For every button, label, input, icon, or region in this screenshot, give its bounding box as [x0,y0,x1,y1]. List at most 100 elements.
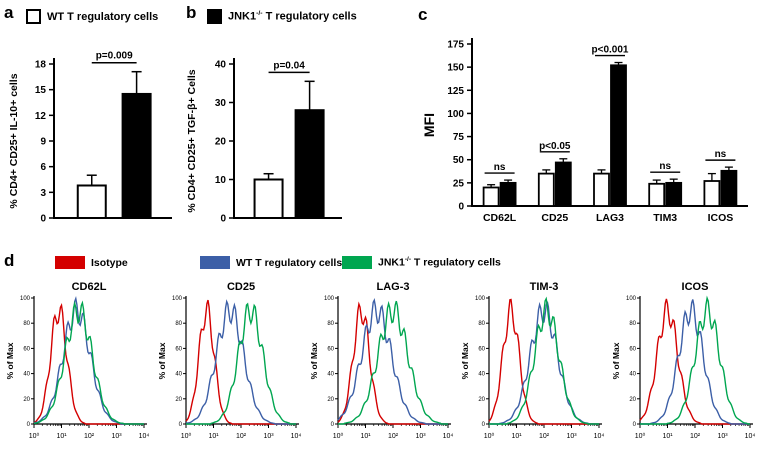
y-tick-label: 0 [27,422,31,428]
legend-jnk: JNK1-/- T regulatory cells [207,9,357,24]
y-axis-label: MFI [421,113,437,137]
y-tick-label: 80 [327,321,334,327]
y-tick-label: 15 [35,85,47,96]
y-tick-label: 20 [215,137,227,148]
isotype-label: Isotype [91,256,128,269]
y-tick-label: 0 [633,422,637,428]
panel-label-d: d [4,251,15,270]
y-tick-label: 80 [629,321,636,327]
y-tick-label: 100 [475,296,486,302]
legend-isotype: Isotype [55,256,128,269]
y-tick-label: 25 [453,178,465,189]
jnk-legend-swatch [207,9,222,24]
y-tick-label: 40 [629,372,636,378]
red-curve [488,298,599,425]
y-axis-label: % of Max [309,342,319,379]
x-tick-label: 10⁴ [443,433,454,440]
blue-curve [640,299,750,425]
wt-flow-label: WT T regulatory cells [236,256,343,269]
y-tick-label: 0 [220,214,226,225]
y-tick-label: 80 [478,321,485,327]
y-tick-label: 60 [23,346,30,352]
y-axis-label: % of Max [460,342,470,379]
y-tick-label: 40 [23,372,30,378]
green-curve [186,302,296,425]
annotation-label: p<0.05 [539,141,571,152]
legend-wt-flow: WT T regulatory cells [200,256,342,269]
legend-jnk-flow: JNK1-/- T regulatory cells [342,256,501,269]
bar [648,182,666,207]
y-tick-label: 40 [175,372,182,378]
blue-curve [185,299,296,425]
y-tick-label: 60 [478,346,485,352]
y-tick-label: 20 [478,397,485,403]
y-axis-label: % of Max [5,342,15,379]
y-tick-label: 9 [40,137,46,148]
histogram-title: ICOS [682,281,709,293]
annotation-label: ns [715,149,727,160]
x-tick-label: 10² [236,433,247,440]
y-tick-label: 60 [629,346,636,352]
y-tick-label: 50 [453,155,465,166]
y-tick-label: 100 [172,296,183,302]
y-tick-label: 0 [458,202,464,213]
x-tick-label: 10³ [415,433,426,440]
y-tick-label: 6 [40,162,46,173]
red-curve [185,299,296,425]
x-tick-label: 10⁴ [291,433,302,440]
x-tick-label: 10⁰ [181,432,192,440]
histogram-title: LAG-3 [377,281,410,293]
annotation-label: p<0.001 [592,45,629,56]
y-tick-label: 100 [447,109,464,120]
blue-curve [489,301,599,425]
y-axis-label: % of Max [157,342,167,379]
wt-legend-label: WT T regulatory cells [47,10,159,23]
x-tick-label: 10⁰ [635,432,646,440]
x-tick-label: 10² [539,433,550,440]
y-tick-label: 100 [20,296,31,302]
green-curve [640,295,750,425]
x-tick-label: 10³ [566,433,577,440]
p-value-label: p=0.009 [96,51,133,62]
y-axis-label: % CD4+ CD25+ TGF-β+ Cells [186,69,198,212]
x-tick-label: 10² [388,433,399,440]
y-tick-label: 12 [35,111,47,122]
bar [665,181,683,207]
x-tick-label: 10⁴ [594,433,605,440]
y-tick-label: 20 [327,397,334,403]
y-tick-label: 3 [40,188,46,199]
red-curve [33,303,144,425]
histogram-cd25: CD25 0 20 40 60 80 100 % of Max 10⁰ 10¹ 10² 10³ 10⁴ [157,281,302,440]
bar [294,109,325,219]
histogram-title: CD62L [72,281,107,293]
x-tick-label: 10¹ [360,433,371,440]
y-tick-label: 60 [327,346,334,352]
bar [537,172,555,207]
histogram-cd62l: CD62L 0 20 40 60 80 100 % of Max 10⁰ 10¹ 10² 10³ 10⁴ [5,281,150,440]
y-tick-label: 40 [327,372,334,378]
y-tick-label: 80 [23,321,30,327]
panel-label-b: b [186,3,197,22]
legend-wt: WT T regulatory cells [26,9,158,24]
y-tick-label: 10 [215,175,227,186]
y-tick-label: 80 [175,321,182,327]
y-tick-label: 20 [23,397,30,403]
x-tick-label: 10⁴ [139,433,150,440]
bar [76,184,107,220]
y-tick-label: 175 [447,40,464,51]
histogram-title: CD25 [227,281,255,293]
bar [121,92,152,219]
x-tick-label: 10³ [111,433,122,440]
p-value-label: p=0.04 [273,60,305,71]
isotype-swatch [55,256,85,269]
category-label: CD62L [483,212,517,224]
bar [253,178,284,219]
green-curve [338,300,448,425]
bar [720,169,738,207]
histogram-title: TIM-3 [530,281,559,293]
x-tick-label: 10¹ [662,433,673,440]
x-tick-label: 10⁴ [745,433,756,440]
panel-b-bar-chart: 0 10 20 30 40 % CD4+ CD25+ TGF-β+ Cells p=0.04 [186,58,342,225]
y-tick-label: 40 [215,60,227,71]
jnk-flow-swatch [342,256,372,269]
